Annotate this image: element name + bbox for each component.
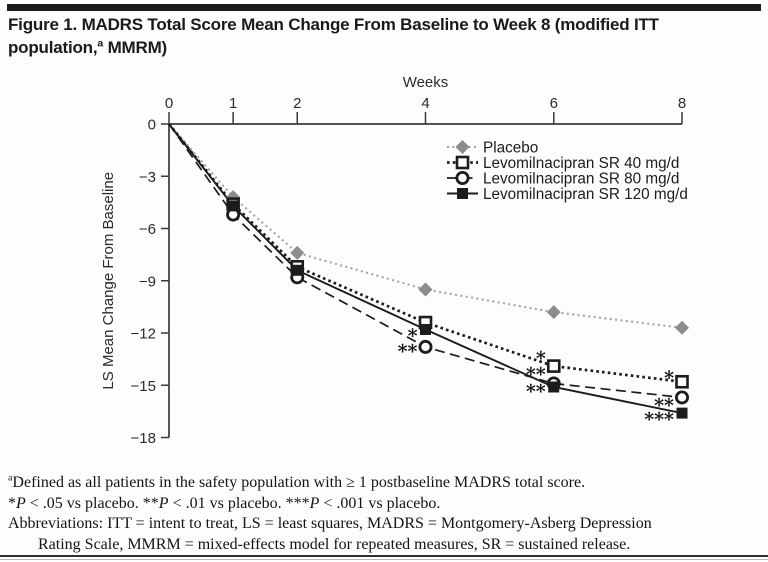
legend-item-levomilnacipran-sr-40-mg-d: Levomilnacipran SR 40 mg/d <box>447 155 679 172</box>
significance-marker-levomilnacipran-sr-80-mg-d-week-8: ** <box>654 395 674 417</box>
footnote-population: aDefined as all patients in the safety p… <box>8 472 586 491</box>
significance-marker-levomilnacipran-sr-120-mg-d-week-8: *** <box>644 409 674 431</box>
legend-label: Levomilnacipran SR 80 mg/d <box>483 170 679 187</box>
series-line-levomilnacipran-sr-120-mg-d <box>168 123 683 415</box>
series-line-levomilnacipran-sr-80-mg-d <box>168 123 683 399</box>
legend-marker-square-open <box>455 155 470 170</box>
marker-placebo-week-4 <box>418 282 433 297</box>
significance-marker-levomilnacipran-sr-120-mg-d-week-6: ** <box>526 381 546 403</box>
legend-label: Placebo <box>483 139 538 156</box>
y-axis-title: LS Mean Change From Baseline <box>100 172 117 390</box>
y-tick-label: 0 <box>148 117 156 134</box>
y-tick-label: −18 <box>131 430 156 447</box>
marker-placebo-week-8 <box>675 320 689 335</box>
marker-levomilnacipran-sr-120-mg-d-week-1 <box>227 200 239 212</box>
marker-levomilnacipran-sr-80-mg-d-week-4 <box>418 339 433 354</box>
figure-title: Figure 1. MADRS Total Score Mean Change … <box>8 15 659 57</box>
legend-label: Levomilnacipran SR 120 mg/d <box>483 186 688 203</box>
x-tick-label: 4 <box>421 95 429 112</box>
significance-marker-levomilnacipran-sr-120-mg-d-week-4: * <box>408 325 418 347</box>
x-axis-title: Weeks <box>403 74 449 91</box>
marker-levomilnacipran-sr-40-mg-d-week-6 <box>546 359 561 373</box>
legend-item-placebo: Placebo <box>447 139 538 156</box>
x-tick-label: 6 <box>550 95 558 112</box>
marker-levomilnacipran-sr-80-mg-d-week-8 <box>675 390 690 405</box>
legend-item-levomilnacipran-sr-120-mg-d: Levomilnacipran SR 120 mg/d <box>447 186 688 203</box>
y-tick-label: −3 <box>139 169 156 186</box>
legend-marker-square-filled <box>457 188 468 199</box>
significance-marker-levomilnacipran-sr-40-mg-d-week-8: * <box>664 367 674 389</box>
footnote-significance: *P < .05 vs placebo. **P < .01 vs placeb… <box>8 494 441 512</box>
footnote-abbreviations-cont: Rating Scale, MMRM = mixed-effects model… <box>38 535 631 553</box>
series-line-placebo <box>168 123 683 329</box>
x-tick-label: 0 <box>165 95 173 112</box>
series-line-levomilnacipran-sr-40-mg-d <box>167 123 683 384</box>
significance-marker-levomilnacipran-sr-40-mg-d-week-6: * <box>536 348 546 370</box>
marker-levomilnacipran-sr-120-mg-d-week-2 <box>291 264 303 276</box>
x-tick-label: 2 <box>293 95 301 112</box>
significance-marker-levomilnacipran-sr-80-mg-d-week-4: ** <box>398 341 418 363</box>
marker-levomilnacipran-sr-40-mg-d-week-8 <box>675 374 689 389</box>
marker-placebo-week-6 <box>546 305 561 320</box>
bottom-rule-dark <box>0 555 768 557</box>
x-tick-label: 1 <box>229 95 237 112</box>
significance-marker-levomilnacipran-sr-80-mg-d-week-6: ** <box>526 363 546 385</box>
y-tick-label: −6 <box>139 221 156 238</box>
x-tick-label: 8 <box>678 95 686 112</box>
marker-levomilnacipran-sr-120-mg-d-week-4 <box>420 324 431 336</box>
legend-marker-circle-open <box>455 170 470 185</box>
y-tick-label: −9 <box>139 273 156 290</box>
legend-item-levomilnacipran-sr-80-mg-d: Levomilnacipran SR 80 mg/d <box>447 170 679 187</box>
legend-marker-diamond-filled <box>455 140 470 154</box>
top-rule <box>7 4 761 11</box>
footnote-abbreviations: Abbreviations: ITT = intent to treat, LS… <box>8 515 652 532</box>
marker-placebo-week-2 <box>290 245 305 260</box>
y-tick-label: −12 <box>131 326 156 343</box>
footnotes: aDefined as all patients in the safety p… <box>8 473 760 555</box>
legend-label: Levomilnacipran SR 40 mg/d <box>483 155 679 172</box>
y-tick-label: −15 <box>131 378 156 395</box>
bottom-rule-light <box>0 559 768 560</box>
marker-levomilnacipran-sr-120-mg-d-week-8 <box>676 407 688 419</box>
marker-levomilnacipran-sr-120-mg-d-week-6 <box>548 381 560 393</box>
